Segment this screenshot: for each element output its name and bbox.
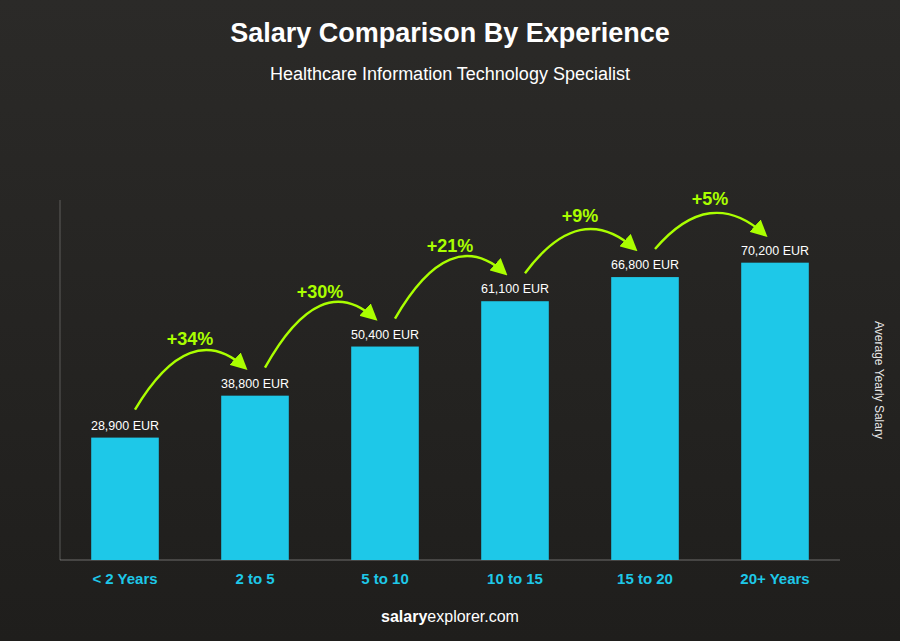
bar bbox=[741, 263, 809, 560]
watermark-part: salary bbox=[381, 608, 427, 625]
arrow bbox=[655, 213, 765, 249]
bar bbox=[351, 347, 419, 560]
y-axis-line bbox=[60, 200, 61, 560]
data-label: 50,400 EUR bbox=[351, 328, 419, 342]
x-tick-label: 20+ Years bbox=[740, 570, 809, 587]
annotation: +34% bbox=[167, 329, 214, 349]
x-tick-label: 10 to 15 bbox=[487, 570, 543, 587]
arrow bbox=[525, 229, 635, 273]
arrow bbox=[135, 350, 245, 410]
watermark: salaryexplorer.com bbox=[381, 608, 519, 625]
arrow bbox=[395, 256, 505, 319]
bar bbox=[611, 277, 679, 560]
x-tick-label: 5 to 10 bbox=[361, 570, 409, 587]
watermark-part: explorer.com bbox=[427, 608, 519, 625]
x-axis-line bbox=[60, 560, 840, 561]
bar bbox=[91, 438, 159, 560]
background bbox=[0, 0, 900, 641]
data-label: 61,100 EUR bbox=[481, 282, 549, 296]
data-label: 70,200 EUR bbox=[741, 244, 809, 258]
bars bbox=[91, 263, 809, 560]
data-label: 28,900 EUR bbox=[91, 419, 159, 433]
data-label: 66,800 EUR bbox=[611, 258, 679, 272]
annotation: +21% bbox=[427, 236, 474, 256]
x-tick-label: 2 to 5 bbox=[235, 570, 274, 587]
bar bbox=[221, 396, 289, 560]
subtitle: Healthcare Information Technology Specia… bbox=[270, 64, 630, 84]
title: Salary Comparison By Experience bbox=[230, 18, 670, 48]
annotation: +9% bbox=[562, 206, 599, 226]
arrow bbox=[265, 302, 375, 368]
y-axis-label: Average Yearly Salary bbox=[872, 321, 886, 439]
x-tick-label: 15 to 20 bbox=[617, 570, 673, 587]
annotation: +5% bbox=[692, 189, 729, 209]
chart: Salary Comparison By Experience Healthcar… bbox=[0, 0, 900, 641]
data-label: 38,800 EUR bbox=[221, 377, 289, 391]
annotation: +30% bbox=[297, 282, 344, 302]
bar bbox=[481, 301, 549, 560]
x-tick-label: < 2 Years bbox=[92, 570, 157, 587]
